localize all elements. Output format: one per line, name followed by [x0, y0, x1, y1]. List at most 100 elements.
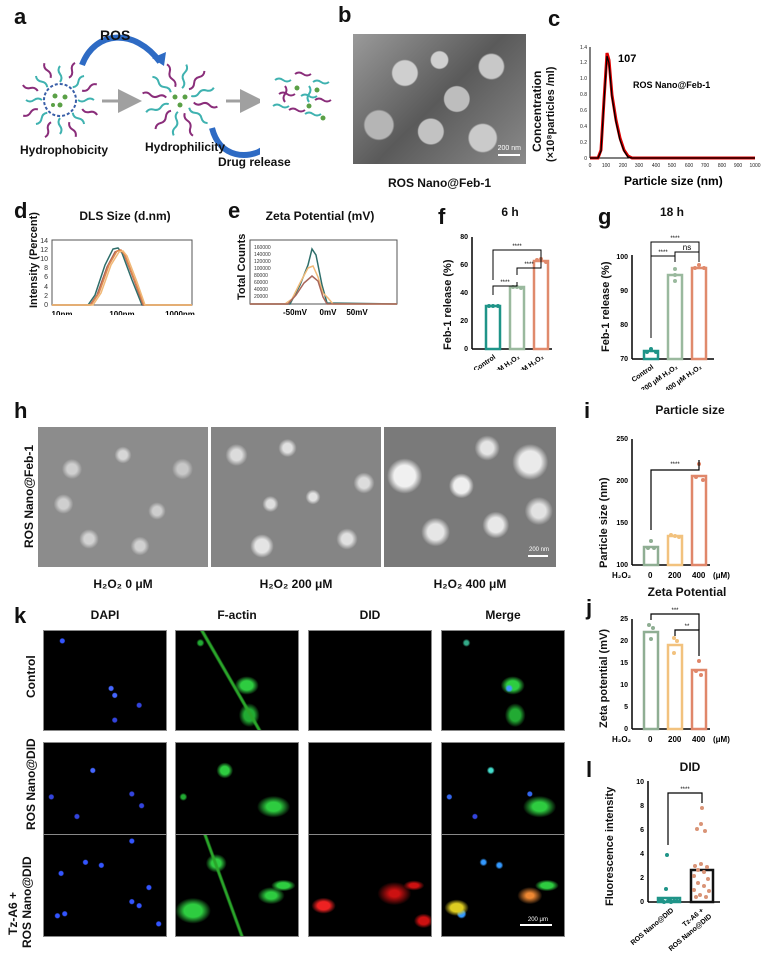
hydrophilicity-label: Hydrophilicity	[145, 140, 226, 154]
svg-text:6: 6	[44, 274, 48, 281]
fluo-ros-nano-did-did	[308, 742, 432, 842]
svg-text:700: 700	[701, 163, 710, 169]
sem-caption: ROS Nano@Feb-1	[387, 176, 492, 190]
svg-text:70: 70	[620, 356, 628, 363]
chart-f-title: 6 h	[501, 205, 519, 219]
svg-text:H₂O₂: H₂O₂	[612, 571, 632, 580]
svg-text:0: 0	[624, 726, 628, 733]
svg-text:0: 0	[648, 571, 653, 580]
svg-text:0.4: 0.4	[580, 124, 587, 130]
svg-text:90: 90	[620, 288, 628, 295]
svg-text:12: 12	[40, 247, 48, 254]
svg-text:80: 80	[620, 322, 628, 329]
svg-text:40000: 40000	[254, 287, 268, 293]
svg-text:-50mV: -50mV	[283, 308, 308, 315]
scale-bar	[528, 555, 548, 557]
chart-j-title: Zeta Potential	[647, 585, 727, 599]
panel-label-h: h	[14, 398, 28, 423]
y-axis-label-c2: (×10⁸particles /ml)	[545, 66, 557, 162]
column-label-dapi: DAPI	[90, 608, 120, 622]
svg-text:1.2: 1.2	[580, 60, 587, 66]
row-label-h: ROS Nano@Feb-1	[22, 444, 36, 548]
svg-text:250: 250	[616, 436, 628, 443]
panel-label-d: d	[14, 198, 28, 223]
chart-i-bars: 100 150 200 250 **** H₂O₂ 0 200 400 (μM)	[612, 436, 730, 580]
svg-text:Control: Control	[473, 354, 497, 370]
svg-text:200: 200	[668, 735, 682, 744]
svg-text:0.8: 0.8	[580, 92, 587, 98]
drug-release-label: Drug release	[218, 155, 291, 169]
chart-d-dls: 0 2 4 6 8 10 12 14 10nm 100nm 1000nm	[40, 238, 195, 315]
caption-200um: H₂O₂ 200 μM	[259, 577, 333, 591]
svg-text:20000: 20000	[254, 294, 268, 300]
svg-text:60000: 60000	[254, 280, 268, 286]
svg-text:80: 80	[460, 234, 468, 241]
fluo-ros-nano-did-factin	[175, 742, 299, 842]
panel-label-e: e	[228, 198, 241, 223]
svg-text:100: 100	[616, 562, 628, 569]
chart-i-title: Particle size	[655, 403, 725, 417]
svg-text:10: 10	[636, 779, 644, 786]
tem-image-0um	[38, 427, 208, 567]
svg-text:50mV: 50mV	[346, 308, 368, 315]
svg-text:400: 400	[692, 571, 706, 580]
svg-text:H₂O₂: H₂O₂	[612, 735, 632, 744]
tem-image-400um: 200 nm	[384, 427, 556, 567]
svg-text:400: 400	[652, 163, 661, 169]
svg-text:ROS Nano@DID: ROS Nano@DID	[630, 907, 675, 947]
panel-label-j: j	[586, 595, 593, 620]
svg-text:2: 2	[44, 293, 48, 300]
svg-text:25: 25	[620, 616, 628, 623]
svg-text:8: 8	[640, 803, 644, 810]
fluo-ros-nano-did-merge	[441, 742, 565, 842]
svg-text:10: 10	[620, 682, 628, 689]
svg-text:100000: 100000	[254, 266, 271, 272]
scale-bar	[520, 924, 552, 926]
svg-text:800: 800	[718, 163, 727, 169]
fluo-tza6-factin	[175, 834, 299, 937]
svg-text:****: ****	[658, 250, 668, 256]
svg-text:14: 14	[40, 238, 48, 245]
svg-text:200: 200	[668, 571, 682, 580]
svg-text:2: 2	[640, 875, 644, 882]
svg-text:(μM): (μM)	[713, 571, 730, 580]
svg-text:****: ****	[670, 236, 680, 242]
svg-text:4: 4	[640, 851, 644, 858]
micelle-hydrophilic-icon	[142, 63, 218, 137]
ros-arrow-label: ROS	[100, 27, 131, 43]
panel-label-b: b	[338, 2, 352, 27]
svg-text:0: 0	[589, 163, 592, 169]
y-axis-label-i: Particle size (nm)	[598, 477, 610, 568]
svg-text:120000: 120000	[254, 259, 271, 265]
svg-text:5: 5	[624, 704, 628, 711]
svg-text:100nm: 100nm	[109, 310, 134, 315]
svg-text:0: 0	[44, 302, 48, 309]
micelle-hydrophobic-icon	[22, 62, 98, 138]
svg-text:60: 60	[460, 262, 468, 269]
svg-text:ns: ns	[683, 243, 691, 252]
scale-bar-label: 200 nm	[497, 145, 521, 152]
chart-l-title: DID	[679, 760, 701, 774]
svg-text:1000nm: 1000nm	[165, 310, 195, 315]
svg-text:1.4: 1.4	[580, 45, 587, 51]
svg-text:(μM): (μM)	[713, 735, 730, 744]
svg-text:0: 0	[584, 156, 587, 162]
caption-400um: H₂O₂ 400 μM	[433, 577, 507, 591]
svg-text:900: 900	[734, 163, 743, 169]
svg-text:0.2: 0.2	[580, 140, 587, 146]
svg-text:0mV: 0mV	[320, 308, 338, 315]
svg-text:150: 150	[616, 520, 628, 527]
panel-label-k: k	[14, 603, 27, 628]
svg-text:****: ****	[680, 787, 690, 793]
svg-text:0: 0	[464, 346, 468, 353]
panel-label-c: c	[548, 6, 561, 31]
svg-text:20: 20	[460, 318, 468, 325]
y-axis-label-j: Zeta potential (mV)	[598, 628, 610, 728]
svg-text:****: ****	[500, 280, 510, 286]
panel-label-l: l	[586, 757, 593, 782]
svg-text:0: 0	[640, 899, 644, 906]
svg-text:300: 300	[635, 163, 644, 169]
